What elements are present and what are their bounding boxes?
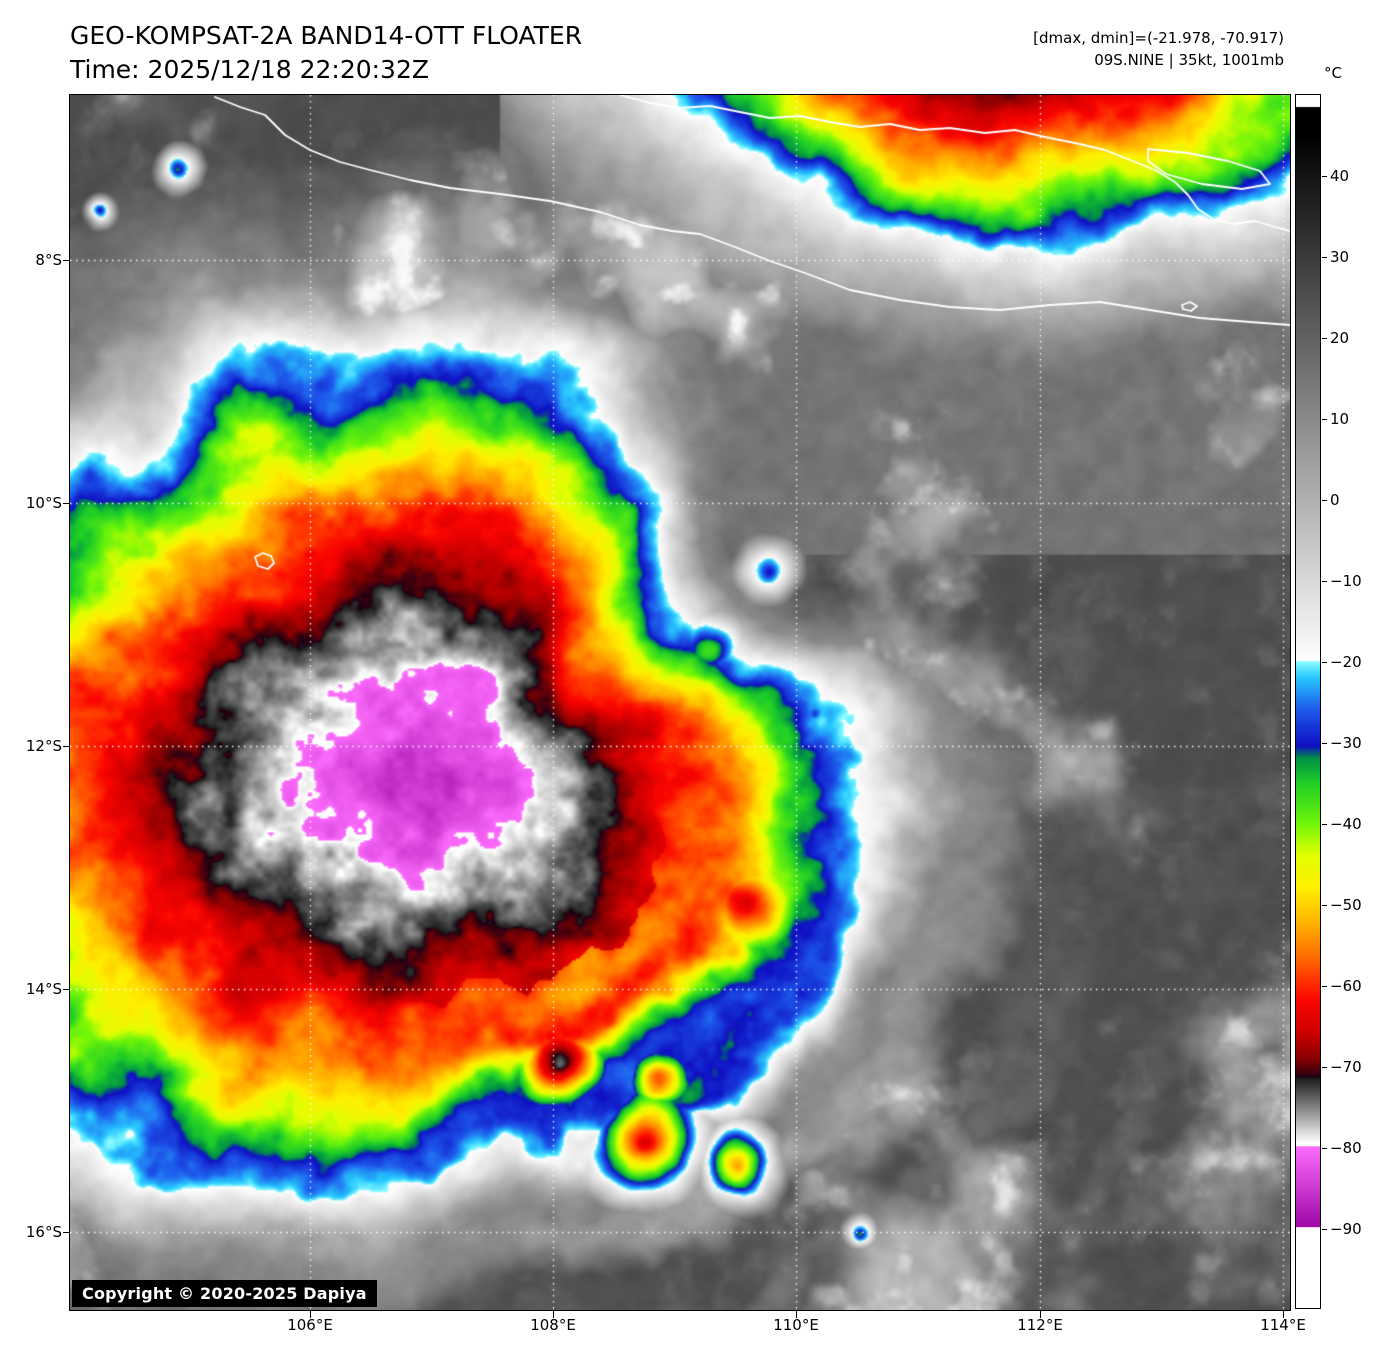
colorbar-tick-label: −90	[1330, 1220, 1362, 1238]
colorbar-tick-mark	[1322, 985, 1327, 987]
lon-tick-mark	[1039, 1311, 1041, 1318]
colorbar-tick-label: 10	[1330, 410, 1350, 428]
colorbar-tick-label: −80	[1330, 1139, 1362, 1157]
lon-tick-label: 110°E	[773, 1316, 819, 1334]
lat-tick-mark	[63, 1231, 70, 1233]
colorbar-tick-mark	[1322, 256, 1327, 258]
colorbar-tick-label: −70	[1330, 1058, 1362, 1076]
colorbar	[1295, 94, 1321, 1309]
colorbar-tick-mark	[1322, 742, 1327, 744]
colorbar-tick-label: 30	[1330, 248, 1350, 266]
dmax-dmin-readout: [dmax, dmin]=(-21.978, -70.917)	[1033, 29, 1284, 47]
figure-title: GEO-KOMPSAT-2A BAND14-OTT FLOATER	[70, 21, 583, 50]
colorbar-tick-mark	[1322, 904, 1327, 906]
storm-info: 09S.NINE | 35kt, 1001mb	[1094, 51, 1284, 69]
lon-tick-label: 106°E	[287, 1316, 333, 1334]
colorbar-tick-label: −10	[1330, 572, 1362, 590]
colorbar-tick-mark	[1322, 1066, 1327, 1068]
lat-tick-label: 8°S	[35, 251, 62, 269]
lat-tick-label: 10°S	[25, 494, 62, 512]
lon-tick-label: 112°E	[1017, 1316, 1063, 1334]
lat-tick-mark	[63, 988, 70, 990]
colorbar-tick-mark	[1322, 499, 1327, 501]
colorbar-tick-mark	[1322, 1147, 1327, 1149]
colorbar-tick-mark	[1322, 823, 1327, 825]
lat-tick-mark	[63, 745, 70, 747]
colorbar-tick-mark	[1322, 418, 1327, 420]
lon-tick-mark	[309, 1311, 311, 1318]
lat-tick-label: 16°S	[25, 1223, 62, 1241]
lon-tick-mark	[552, 1311, 554, 1318]
colorbar-tick-mark	[1322, 580, 1327, 582]
lat-tick-mark	[63, 502, 70, 504]
colorbar-tick-label: 20	[1330, 329, 1350, 347]
lon-tick-mark	[1282, 1311, 1284, 1318]
colorbar-tick-mark	[1322, 1228, 1327, 1230]
colorbar-tick-label: 40	[1330, 167, 1350, 185]
colorbar-tick-mark	[1322, 661, 1327, 663]
grid-coastline-overlay	[70, 95, 1290, 1310]
colorbar-tick-mark	[1322, 175, 1327, 177]
lon-tick-label: 108°E	[530, 1316, 576, 1334]
copyright-watermark: Copyright © 2020-2025 Dapiya	[72, 1280, 377, 1307]
colorbar-tick-label: −30	[1330, 734, 1362, 752]
colorbar-tick-label: −40	[1330, 815, 1362, 833]
colorbar-tick-mark	[1322, 337, 1327, 339]
lat-tick-label: 12°S	[25, 737, 62, 755]
timestamp: Time: 2025/12/18 22:20:32Z	[70, 55, 429, 84]
satellite-map: Copyright © 2020-2025 Dapiya	[69, 94, 1291, 1311]
colorbar-tick-label: 0	[1330, 491, 1340, 509]
lon-tick-label: 114°E	[1260, 1316, 1306, 1334]
lon-tick-mark	[795, 1311, 797, 1318]
lat-tick-mark	[63, 259, 70, 261]
colorbar-tick-label: −20	[1330, 653, 1362, 671]
lat-tick-label: 14°S	[25, 980, 62, 998]
colorbar-unit-label: °C	[1324, 64, 1342, 82]
colorbar-tick-label: −60	[1330, 977, 1362, 995]
colorbar-tick-label: −50	[1330, 896, 1362, 914]
